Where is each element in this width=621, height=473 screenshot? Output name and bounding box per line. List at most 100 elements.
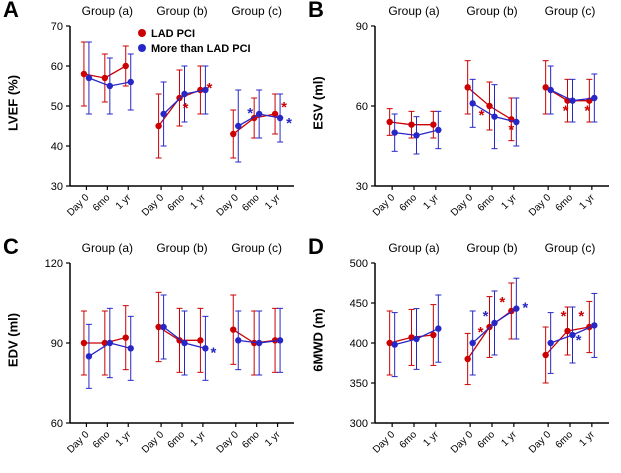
svg-text:1 yr: 1 yr (114, 192, 134, 212)
svg-text:6mo: 6mo (166, 192, 188, 214)
svg-text:6mo: 6mo (91, 429, 113, 451)
svg-text:*: * (183, 100, 189, 117)
svg-text:1 yr: 1 yr (114, 429, 134, 449)
svg-text:*: * (578, 308, 584, 325)
svg-text:6mo: 6mo (398, 429, 420, 451)
svg-text:*: * (576, 332, 582, 349)
svg-text:*: * (479, 107, 485, 124)
svg-text:*: * (478, 324, 484, 341)
svg-text:120: 120 (45, 258, 63, 270)
svg-text:Group (b): Group (b) (156, 4, 207, 18)
svg-text:*: * (522, 300, 528, 317)
svg-text:6mo: 6mo (240, 192, 262, 214)
svg-text:90: 90 (51, 338, 63, 350)
svg-text:*: * (210, 344, 216, 361)
svg-text:*: * (206, 80, 212, 97)
svg-text:1 yr: 1 yr (577, 429, 597, 449)
svg-text:500: 500 (350, 258, 368, 270)
svg-text:Day 0: Day 0 (527, 429, 554, 456)
svg-text:Group (b): Group (b) (466, 4, 517, 18)
svg-text:*: * (247, 105, 253, 122)
svg-text:6mo: 6mo (398, 192, 420, 214)
svg-text:Group (c): Group (c) (231, 241, 282, 255)
svg-text:6mo: 6mo (476, 192, 498, 214)
svg-text:1 yr: 1 yr (499, 192, 519, 212)
svg-text:6mo: 6mo (166, 429, 188, 451)
svg-text:90: 90 (356, 21, 368, 33)
svg-text:1 yr: 1 yr (263, 429, 283, 449)
svg-text:Group (b): Group (b) (466, 241, 517, 255)
svg-text:*: * (563, 103, 569, 120)
y-axis-title-lvef: LVEF (%) (5, 74, 21, 132)
svg-text:1 yr: 1 yr (188, 429, 208, 449)
svg-text:400: 400 (350, 338, 368, 350)
svg-text:30: 30 (51, 181, 63, 193)
panel-b: B ESV (ml) 30 60 90 Group (a) Day 0 6mo 1 yr Gr… (305, 0, 621, 236)
svg-text:*: * (561, 308, 567, 325)
svg-text:60: 60 (51, 61, 63, 73)
svg-text:Group (c): Group (c) (545, 4, 596, 18)
panel-letter-c: C (3, 234, 19, 259)
panel-letter-a: A (3, 0, 19, 22)
svg-text:Group (c): Group (c) (231, 4, 282, 18)
y-axis-title-esv: ESV (ml) (310, 76, 326, 130)
svg-text:*: * (286, 115, 292, 132)
svg-text:Day 0: Day 0 (140, 192, 167, 219)
svg-text:Day 0: Day 0 (371, 429, 398, 456)
svg-text:450: 450 (350, 298, 368, 310)
svg-text:Day 0: Day 0 (215, 192, 242, 219)
svg-text:Group (a): Group (a) (388, 4, 439, 18)
panel-c: C EDV (ml) 60 90 120 Group (a) Day 0 6mo 1 yr G… (0, 234, 305, 473)
panel-letter-b: B (308, 0, 324, 22)
svg-text:6mo: 6mo (240, 429, 262, 451)
svg-text:1 yr: 1 yr (421, 192, 441, 212)
svg-text:*: * (483, 308, 489, 325)
svg-text:Group (b): Group (b) (156, 241, 207, 255)
svg-text:Day 0: Day 0 (449, 192, 476, 219)
svg-text:350: 350 (350, 378, 368, 390)
panel-a: A LVEF (%) 30 40 50 60 70 Group (a) Day 0 6mo 1 … (0, 0, 305, 236)
svg-text:*: * (508, 121, 514, 138)
svg-text:60: 60 (51, 418, 63, 430)
svg-text:70: 70 (51, 21, 63, 33)
svg-text:6mo: 6mo (476, 429, 498, 451)
svg-text:More than LAD PCI: More than LAD PCI (151, 43, 251, 55)
svg-text:Day 0: Day 0 (215, 429, 242, 456)
svg-text:40: 40 (51, 141, 63, 153)
svg-text:*: * (584, 103, 590, 120)
svg-text:30: 30 (356, 181, 368, 193)
y-axis-title-6mwd: 6MWD (m) (310, 308, 326, 372)
svg-text:1 yr: 1 yr (577, 192, 597, 212)
panel-letter-d: D (308, 234, 324, 259)
svg-text:1 yr: 1 yr (421, 429, 441, 449)
svg-text:Day 0: Day 0 (65, 192, 92, 219)
svg-text:Day 0: Day 0 (449, 429, 476, 456)
svg-text:*: * (499, 294, 505, 311)
svg-text:Group (a): Group (a) (388, 241, 439, 255)
svg-text:6mo: 6mo (91, 192, 113, 214)
svg-text:1 yr: 1 yr (188, 192, 208, 212)
svg-text:300: 300 (350, 418, 368, 430)
svg-text:Group (a): Group (a) (82, 4, 133, 18)
svg-text:Day 0: Day 0 (65, 429, 92, 456)
y-axis-title-edv: EDV (ml) (5, 312, 21, 368)
svg-text:Group (c): Group (c) (545, 241, 596, 255)
svg-text:1 yr: 1 yr (263, 192, 283, 212)
svg-text:60: 60 (356, 101, 368, 113)
svg-text:6mo: 6mo (554, 192, 576, 214)
svg-text:Group (a): Group (a) (82, 241, 133, 255)
svg-text:Day 0: Day 0 (527, 192, 554, 219)
panel-d: D 6MWD (m) 300 350 400 450 500 Group (a) Day 0… (305, 234, 621, 473)
svg-text:50: 50 (51, 101, 63, 113)
svg-text:Day 0: Day 0 (371, 192, 398, 219)
svg-text:Day 0: Day 0 (140, 429, 167, 456)
svg-text:*: * (281, 99, 287, 116)
svg-text:1 yr: 1 yr (499, 429, 519, 449)
svg-text:6mo: 6mo (554, 429, 576, 451)
svg-text:LAD PCI: LAD PCI (151, 28, 195, 40)
